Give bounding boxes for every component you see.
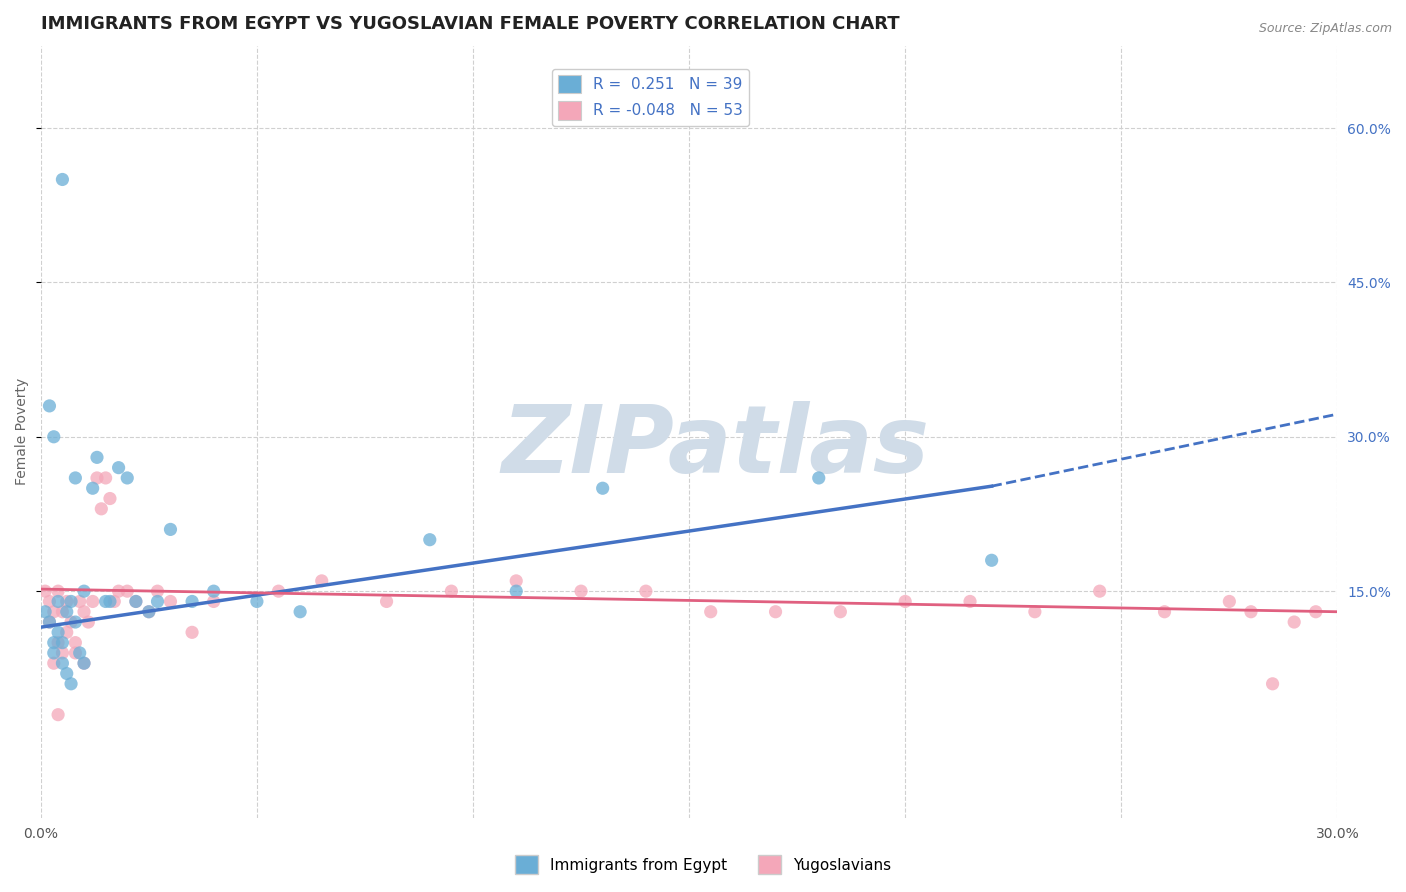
Point xyxy=(181,594,204,608)
Point xyxy=(311,574,333,588)
Point xyxy=(1261,677,1284,691)
Point xyxy=(69,594,91,608)
Point xyxy=(1024,605,1046,619)
Point xyxy=(46,635,69,649)
Point xyxy=(65,615,87,629)
Point xyxy=(107,584,129,599)
Text: IMMIGRANTS FROM EGYPT VS YUGOSLAVIAN FEMALE POVERTY CORRELATION CHART: IMMIGRANTS FROM EGYPT VS YUGOSLAVIAN FEM… xyxy=(41,15,900,33)
Point xyxy=(125,594,148,608)
Point xyxy=(1153,605,1175,619)
Point xyxy=(73,605,96,619)
Point xyxy=(86,471,108,485)
Point xyxy=(65,471,87,485)
Point xyxy=(38,399,60,413)
Point xyxy=(569,584,592,599)
Point xyxy=(634,584,657,599)
Point xyxy=(125,594,148,608)
Point xyxy=(42,657,65,671)
Legend: R =  0.251   N = 39, R = -0.048   N = 53: R = 0.251 N = 39, R = -0.048 N = 53 xyxy=(551,69,749,126)
Point xyxy=(46,625,69,640)
Point xyxy=(94,594,117,608)
Point xyxy=(181,625,204,640)
Point xyxy=(86,450,108,465)
Point xyxy=(138,605,160,619)
Point xyxy=(46,594,69,608)
Point xyxy=(894,594,917,608)
Point xyxy=(138,605,160,619)
Point xyxy=(1240,605,1263,619)
Point xyxy=(51,635,73,649)
Point xyxy=(55,605,77,619)
Point xyxy=(107,460,129,475)
Point xyxy=(505,584,527,599)
Point xyxy=(375,594,398,608)
Point xyxy=(55,594,77,608)
Point xyxy=(592,481,614,495)
Point xyxy=(60,594,83,608)
Point xyxy=(69,646,91,660)
Point xyxy=(246,594,269,608)
Point xyxy=(82,594,104,608)
Point xyxy=(699,605,721,619)
Point xyxy=(38,615,60,629)
Point xyxy=(1305,605,1327,619)
Point xyxy=(51,172,73,186)
Point xyxy=(51,657,73,671)
Point xyxy=(959,594,981,608)
Point xyxy=(117,584,139,599)
Point xyxy=(55,666,77,681)
Point xyxy=(51,646,73,660)
Point xyxy=(1088,584,1111,599)
Point xyxy=(42,646,65,660)
Text: ZIPatlas: ZIPatlas xyxy=(501,401,929,493)
Point xyxy=(60,677,83,691)
Point xyxy=(830,605,852,619)
Point xyxy=(146,584,169,599)
Point xyxy=(38,594,60,608)
Point xyxy=(46,707,69,722)
Point xyxy=(34,584,56,599)
Point xyxy=(159,594,181,608)
Point xyxy=(505,574,527,588)
Point xyxy=(73,657,96,671)
Point xyxy=(419,533,441,547)
Point xyxy=(42,635,65,649)
Point xyxy=(807,471,830,485)
Point xyxy=(440,584,463,599)
Point xyxy=(1282,615,1305,629)
Point xyxy=(51,605,73,619)
Point xyxy=(90,501,112,516)
Point xyxy=(94,471,117,485)
Point xyxy=(288,605,311,619)
Point xyxy=(98,594,121,608)
Point xyxy=(38,615,60,629)
Point xyxy=(1218,594,1240,608)
Point xyxy=(77,615,100,629)
Point xyxy=(65,635,87,649)
Point xyxy=(159,523,181,537)
Point xyxy=(46,584,69,599)
Point xyxy=(73,657,96,671)
Point xyxy=(60,615,83,629)
Point xyxy=(117,471,139,485)
Legend: Immigrants from Egypt, Yugoslavians: Immigrants from Egypt, Yugoslavians xyxy=(509,849,897,880)
Text: Source: ZipAtlas.com: Source: ZipAtlas.com xyxy=(1258,22,1392,36)
Point xyxy=(980,553,1002,567)
Point xyxy=(34,605,56,619)
Point xyxy=(82,481,104,495)
Point xyxy=(98,491,121,506)
Point xyxy=(73,584,96,599)
Point xyxy=(202,594,225,608)
Point xyxy=(267,584,290,599)
Point xyxy=(146,594,169,608)
Point xyxy=(42,430,65,444)
Point xyxy=(42,605,65,619)
Point xyxy=(55,625,77,640)
Y-axis label: Female Poverty: Female Poverty xyxy=(15,378,30,485)
Point xyxy=(65,646,87,660)
Point xyxy=(202,584,225,599)
Point xyxy=(765,605,787,619)
Point xyxy=(103,594,125,608)
